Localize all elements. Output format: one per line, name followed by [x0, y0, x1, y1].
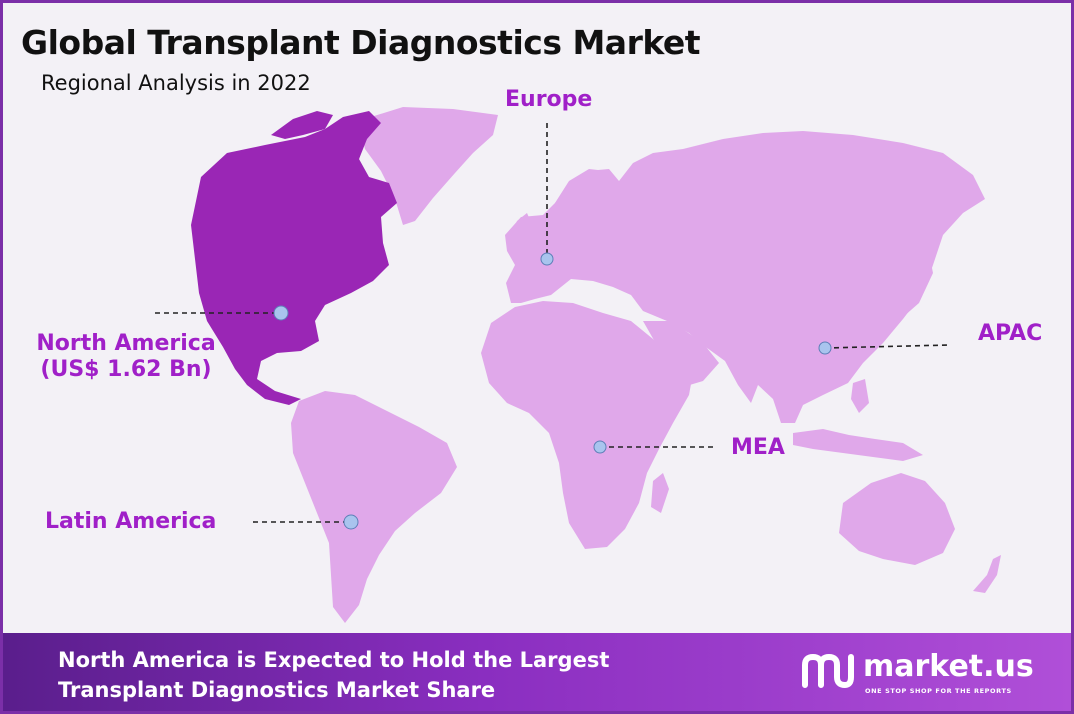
australia-shape: [839, 473, 955, 565]
footer-banner: North America is Expected to Hold the La…: [3, 633, 1071, 711]
footer-text: North America is Expected to Hold the La…: [58, 645, 609, 705]
north-america-name: North America: [36, 331, 216, 356]
brand-tagline: ONE STOP SHOP FOR THE REPORTS: [865, 687, 1012, 695]
page-title: Global Transplant Diagnostics Market: [21, 23, 701, 62]
new-zealand-shape: [973, 555, 1001, 593]
page-subtitle: Regional Analysis in 2022: [41, 71, 311, 95]
africa-shape: [481, 301, 693, 549]
japan-shape: [899, 253, 933, 317]
arabia-shape: [643, 321, 719, 387]
south-america-shape: [291, 391, 457, 623]
indonesia-shape: [793, 429, 923, 461]
europe-label: Europe: [505, 87, 593, 112]
uk-shape: [511, 213, 533, 249]
arctic-islands-shape: [271, 111, 333, 139]
apac-connector: [824, 344, 950, 349]
mea-marker: [593, 440, 607, 454]
apac-marker: [818, 341, 832, 355]
market-us-logo-icon: [802, 653, 854, 689]
baffin-island-shape: [333, 131, 365, 163]
europe-marker: [540, 252, 554, 266]
philippines-shape: [851, 379, 869, 413]
brand-name: market.us: [863, 649, 1034, 684]
north-america-value: (US$ 1.62 Bn): [40, 357, 212, 383]
world-map: [155, 107, 1001, 623]
latin-america-label: Latin America: [45, 509, 217, 534]
north-america-label: North America (US$ 1.62 Bn): [21, 331, 231, 384]
mea-label: MEA: [731, 435, 785, 460]
footer-line-1: North America is Expected to Hold the La…: [58, 648, 610, 672]
scandinavia-shape: [551, 169, 607, 239]
north-america-shape: [191, 111, 397, 405]
apac-label: APAC: [978, 321, 1043, 346]
brand-logo: market.us ONE STOP SHOP FOR THE REPORTS: [799, 647, 1049, 699]
footer-line-2: Transplant Diagnostics Market Share: [58, 678, 496, 702]
madagascar-shape: [651, 473, 669, 513]
north-america-marker: [273, 305, 289, 321]
latin-america-marker: [343, 514, 359, 530]
eurasia-shape: [505, 131, 985, 423]
greenland-shape: [358, 107, 498, 225]
